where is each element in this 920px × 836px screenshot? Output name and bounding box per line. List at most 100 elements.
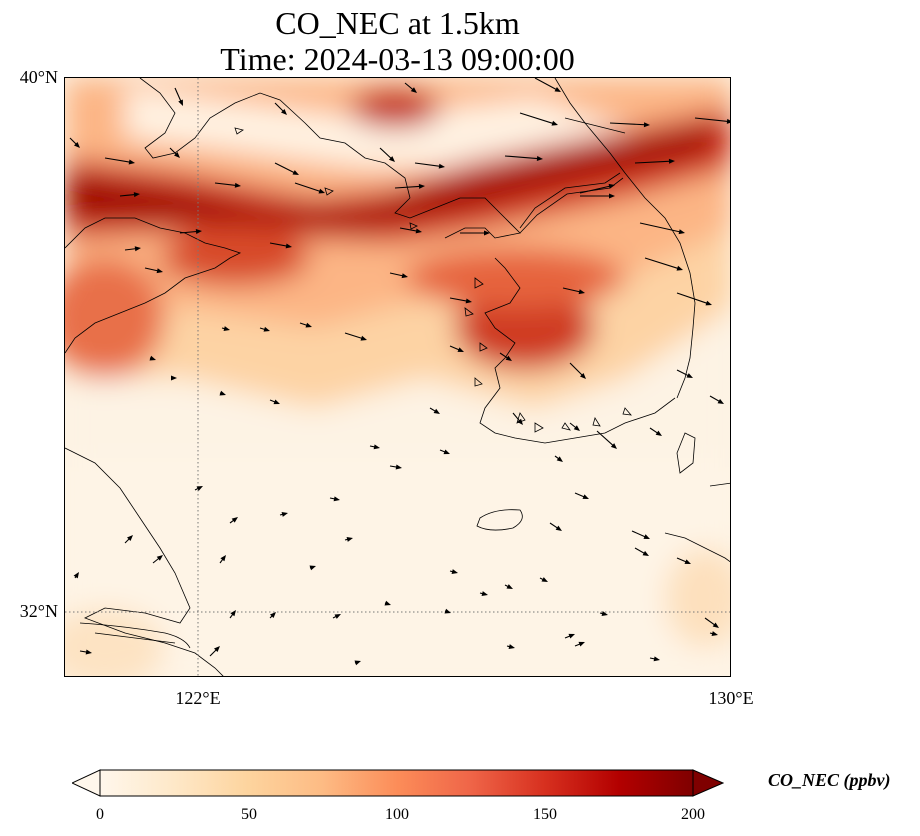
- wind-arrow-head: [655, 430, 662, 436]
- colorbar-tick-100: 100: [385, 806, 409, 823]
- wind-arrow-shaft: [579, 185, 612, 194]
- chart-title-line-1: CO_NEC at 1.5km: [275, 5, 520, 41]
- wind-arrow-head: [642, 550, 649, 556]
- wind-arrow-head: [128, 159, 135, 165]
- wind-arrow-shaft: [504, 155, 540, 160]
- wind-arrow-shaft: [519, 112, 555, 125]
- wind-arrow-head: [220, 555, 226, 562]
- wind-arrow-head: [346, 537, 353, 542]
- wind-arrow-shaft: [694, 117, 730, 123]
- wind-arrow-head: [196, 486, 203, 491]
- wind-arrow-head: [712, 622, 719, 628]
- wind-arrow-head: [684, 559, 691, 564]
- wind-arrow-shaft: [676, 292, 709, 305]
- wind-arrow-head: [280, 108, 287, 115]
- wind-arrow-head: [360, 335, 367, 341]
- wind-arrow-head: [418, 183, 425, 189]
- wind-arrow-head: [444, 608, 451, 614]
- wind-arrow-shaft: [269, 242, 289, 247]
- co-concentration-field: [65, 78, 730, 676]
- wind-arrow-shaft: [179, 230, 199, 234]
- wind-arrow-head: [281, 512, 288, 517]
- wind-arrow-shaft: [639, 222, 682, 233]
- wind-arrow-head: [133, 192, 140, 198]
- wind-arrow-head: [601, 611, 608, 616]
- wind-arrow-shaft: [644, 257, 680, 270]
- wind-arrow-head: [213, 646, 220, 653]
- wind-arrow-head: [555, 525, 562, 531]
- wind-arrow-shaft: [634, 160, 672, 164]
- wind-arrow-head: [178, 99, 183, 106]
- wind-arrow-shaft: [676, 369, 690, 377]
- x-tick-label-122E: 122°E: [175, 688, 221, 708]
- wind-arrow-head: [676, 265, 683, 271]
- wind-arrow-shaft: [124, 247, 138, 251]
- wind-arrow-shaft: [569, 362, 584, 377]
- wind-arrow-head: [433, 408, 440, 414]
- wind-arrow-head: [415, 228, 422, 234]
- wind-arrow-head: [73, 141, 80, 148]
- wind-arrow-head: [438, 163, 445, 169]
- wind-arrow-shaft: [174, 87, 182, 103]
- wind-arrow-shaft: [609, 122, 647, 126]
- wind-arrow-head: [608, 183, 615, 189]
- wind-arrow-head: [134, 246, 141, 252]
- wind-arrow-head: [505, 355, 512, 361]
- wind-arrow-head: [234, 182, 241, 188]
- wind-arrow-head: [465, 298, 472, 304]
- wind-arrow-head: [73, 572, 79, 579]
- colorbar-tick-200: 200: [681, 806, 705, 823]
- wind-arrow-head: [579, 372, 586, 379]
- wind-arrow-head: [305, 322, 312, 328]
- wind-arrow-head: [395, 464, 402, 470]
- wind-arrow-head: [508, 644, 515, 649]
- colorbar-tick-50: 50: [241, 806, 257, 823]
- wind-arrow-head: [273, 399, 280, 405]
- wind-arrow-shaft: [534, 78, 558, 91]
- colorbar-min-extend: [72, 769, 101, 797]
- wind-arrow-head: [578, 289, 585, 295]
- wind-arrow-shaft: [214, 182, 238, 187]
- x-tick-label-130E: 130°E: [708, 688, 754, 708]
- colorbar-max-extend: [692, 769, 724, 797]
- wind-arrow-head: [573, 425, 580, 431]
- colorbar-tick-150: 150: [533, 806, 557, 823]
- wind-arrow-head: [292, 170, 299, 175]
- wind-arrow-head: [219, 390, 226, 396]
- wind-arrow-head: [354, 660, 361, 666]
- wind-arrow-shaft: [274, 102, 285, 113]
- wind-arrow-shaft: [634, 547, 646, 555]
- y-tick-label-32N: 32°N: [19, 601, 58, 621]
- wind-arrow-head: [457, 347, 464, 352]
- wind-arrow-shaft: [709, 395, 721, 403]
- wind-arrow-head: [653, 656, 660, 662]
- wind-arrow-head: [156, 268, 163, 274]
- wind-arrow-head: [263, 326, 270, 332]
- wind-arrow-shaft: [596, 430, 615, 447]
- colorbar-gradient: [99, 769, 694, 797]
- wind-arrow-head: [668, 158, 675, 164]
- wind-arrow-shaft: [394, 185, 422, 189]
- wind-arrow-head: [536, 156, 543, 162]
- wind-arrow-shaft: [449, 297, 469, 302]
- wind-vector-layer: [69, 78, 730, 666]
- wind-arrow-shaft: [344, 332, 364, 340]
- wind-arrow-head: [388, 156, 395, 162]
- wind-arrow-head: [410, 87, 417, 93]
- colorbar: [72, 769, 724, 797]
- wind-arrow-head: [451, 569, 458, 574]
- colorbar-label: CO_NEC (ppbv): [768, 770, 891, 790]
- wind-arrow-head: [517, 418, 523, 425]
- gridlines: [65, 78, 730, 676]
- wind-arrow-shaft: [399, 227, 419, 232]
- wind-arrow-shaft: [144, 267, 160, 272]
- wind-arrow-head: [126, 535, 133, 542]
- wind-arrow-shaft: [119, 193, 137, 197]
- wind-arrow-head: [582, 494, 589, 499]
- wind-arrow-head: [643, 122, 650, 128]
- wind-arrow-head: [85, 649, 92, 655]
- wind-arrow-head: [609, 193, 615, 199]
- wind-arrow-head: [195, 229, 202, 235]
- wind-arrow-head: [506, 584, 513, 589]
- wind-arrow-head: [578, 641, 585, 647]
